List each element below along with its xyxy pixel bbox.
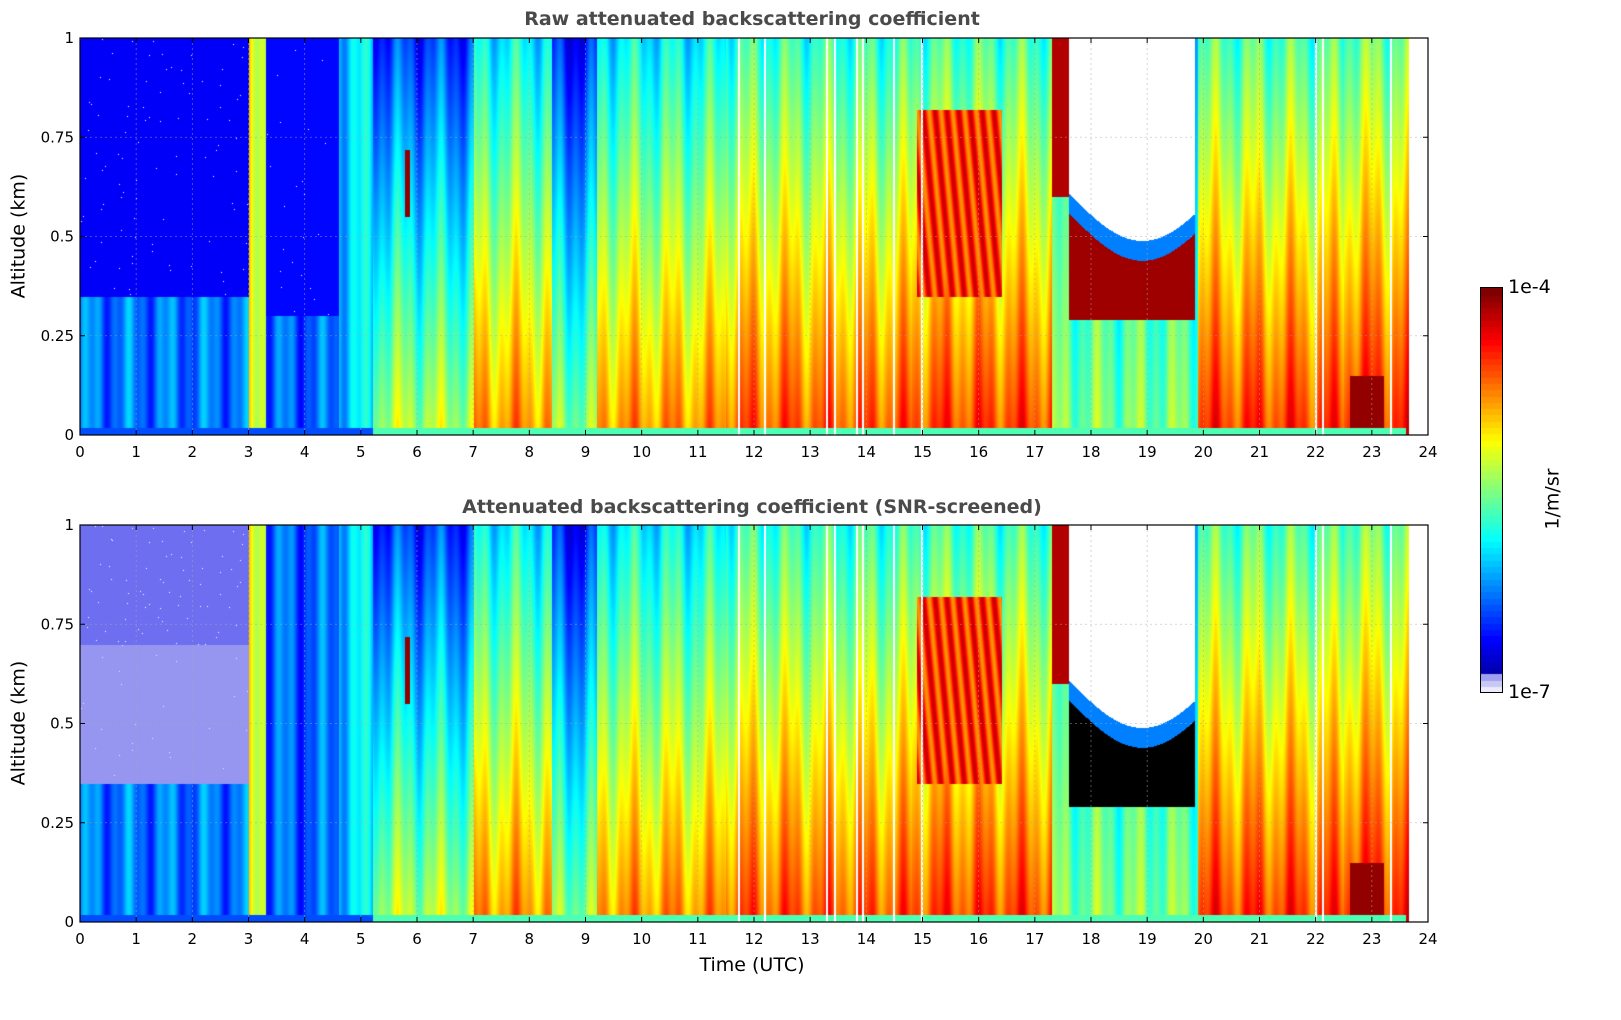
y-tick-label: 0.75: [41, 128, 74, 146]
x-tick-label: 5: [356, 443, 366, 461]
colorbar-max-label: 1e-4: [1508, 276, 1551, 298]
chart-title-bottom: Attenuated backscattering coefficient (S…: [462, 496, 1042, 518]
x-tick-label: 21: [1250, 930, 1269, 948]
x-tick-label: 16: [969, 930, 988, 948]
x-tick-label: 9: [581, 930, 591, 948]
x-tick-label: 7: [468, 930, 478, 948]
x-tick-label: 13: [801, 443, 820, 461]
x-tick-label: 15: [913, 930, 932, 948]
y-tick-label: 0.5: [50, 715, 74, 733]
x-tick-label: 13: [801, 930, 820, 948]
x-tick-label: 20: [1194, 443, 1213, 461]
x-tick-label: 23: [1362, 443, 1381, 461]
x-tick-label: 8: [525, 930, 535, 948]
x-tick-label: 9: [581, 443, 591, 461]
y-tick-label: 0.75: [41, 615, 74, 633]
x-tick-label: 8: [525, 443, 535, 461]
colorbar-min-label: 1e-7: [1508, 681, 1551, 703]
x-tick-label: 10: [632, 443, 651, 461]
x-tick-label: 24: [1418, 930, 1437, 948]
x-tick-label: 4: [300, 930, 310, 948]
x-tick-label: 24: [1418, 443, 1437, 461]
x-tick-label: 19: [1138, 930, 1157, 948]
y-tick-label: 1: [64, 516, 74, 534]
y-tick-label: 0: [64, 913, 74, 931]
x-tick-label: 6: [412, 930, 422, 948]
x-tick-label: 23: [1362, 930, 1381, 948]
y-tick-label: 0.5: [50, 228, 74, 246]
x-tick-label: 10: [632, 930, 651, 948]
x-tick-label: 1: [131, 443, 141, 461]
chart-title-top: Raw attenuated backscattering coefficien…: [524, 8, 980, 30]
y-tick-label: 0: [64, 426, 74, 444]
x-tick-label: 0: [75, 443, 85, 461]
x-tick-label: 3: [244, 930, 254, 948]
x-axis-label: Time (UTC): [699, 954, 805, 976]
x-tick-label: 14: [857, 443, 876, 461]
x-tick-label: 4: [300, 443, 310, 461]
x-tick-label: 17: [1025, 930, 1044, 948]
x-tick-label: 21: [1250, 443, 1269, 461]
x-tick-label: 2: [188, 443, 198, 461]
x-tick-label: 20: [1194, 930, 1213, 948]
x-tick-label: 12: [744, 930, 763, 948]
x-tick-label: 1: [131, 930, 141, 948]
colorbar-label: 1/m/sr: [1541, 468, 1564, 530]
x-tick-label: 6: [412, 443, 422, 461]
x-tick-label: 15: [913, 443, 932, 461]
x-tick-label: 14: [857, 930, 876, 948]
x-tick-label: 17: [1025, 443, 1044, 461]
x-tick-label: 5: [356, 930, 366, 948]
x-tick-label: 22: [1306, 930, 1325, 948]
y-tick-label: 0.25: [41, 814, 74, 832]
y-tick-label: 0.25: [41, 327, 74, 345]
x-tick-label: 22: [1306, 443, 1325, 461]
x-tick-label: 18: [1081, 930, 1100, 948]
x-tick-label: 18: [1081, 443, 1100, 461]
colorbar: [1480, 287, 1503, 693]
x-tick-label: 3: [244, 443, 254, 461]
y-tick-label: 1: [64, 29, 74, 47]
x-tick-label: 0: [75, 930, 85, 948]
x-tick-label: 11: [688, 443, 707, 461]
x-tick-label: 2: [188, 930, 198, 948]
x-tick-label: 12: [744, 443, 763, 461]
x-tick-label: 11: [688, 930, 707, 948]
x-tick-label: 7: [468, 443, 478, 461]
x-tick-label: 19: [1138, 443, 1157, 461]
x-tick-label: 16: [969, 443, 988, 461]
